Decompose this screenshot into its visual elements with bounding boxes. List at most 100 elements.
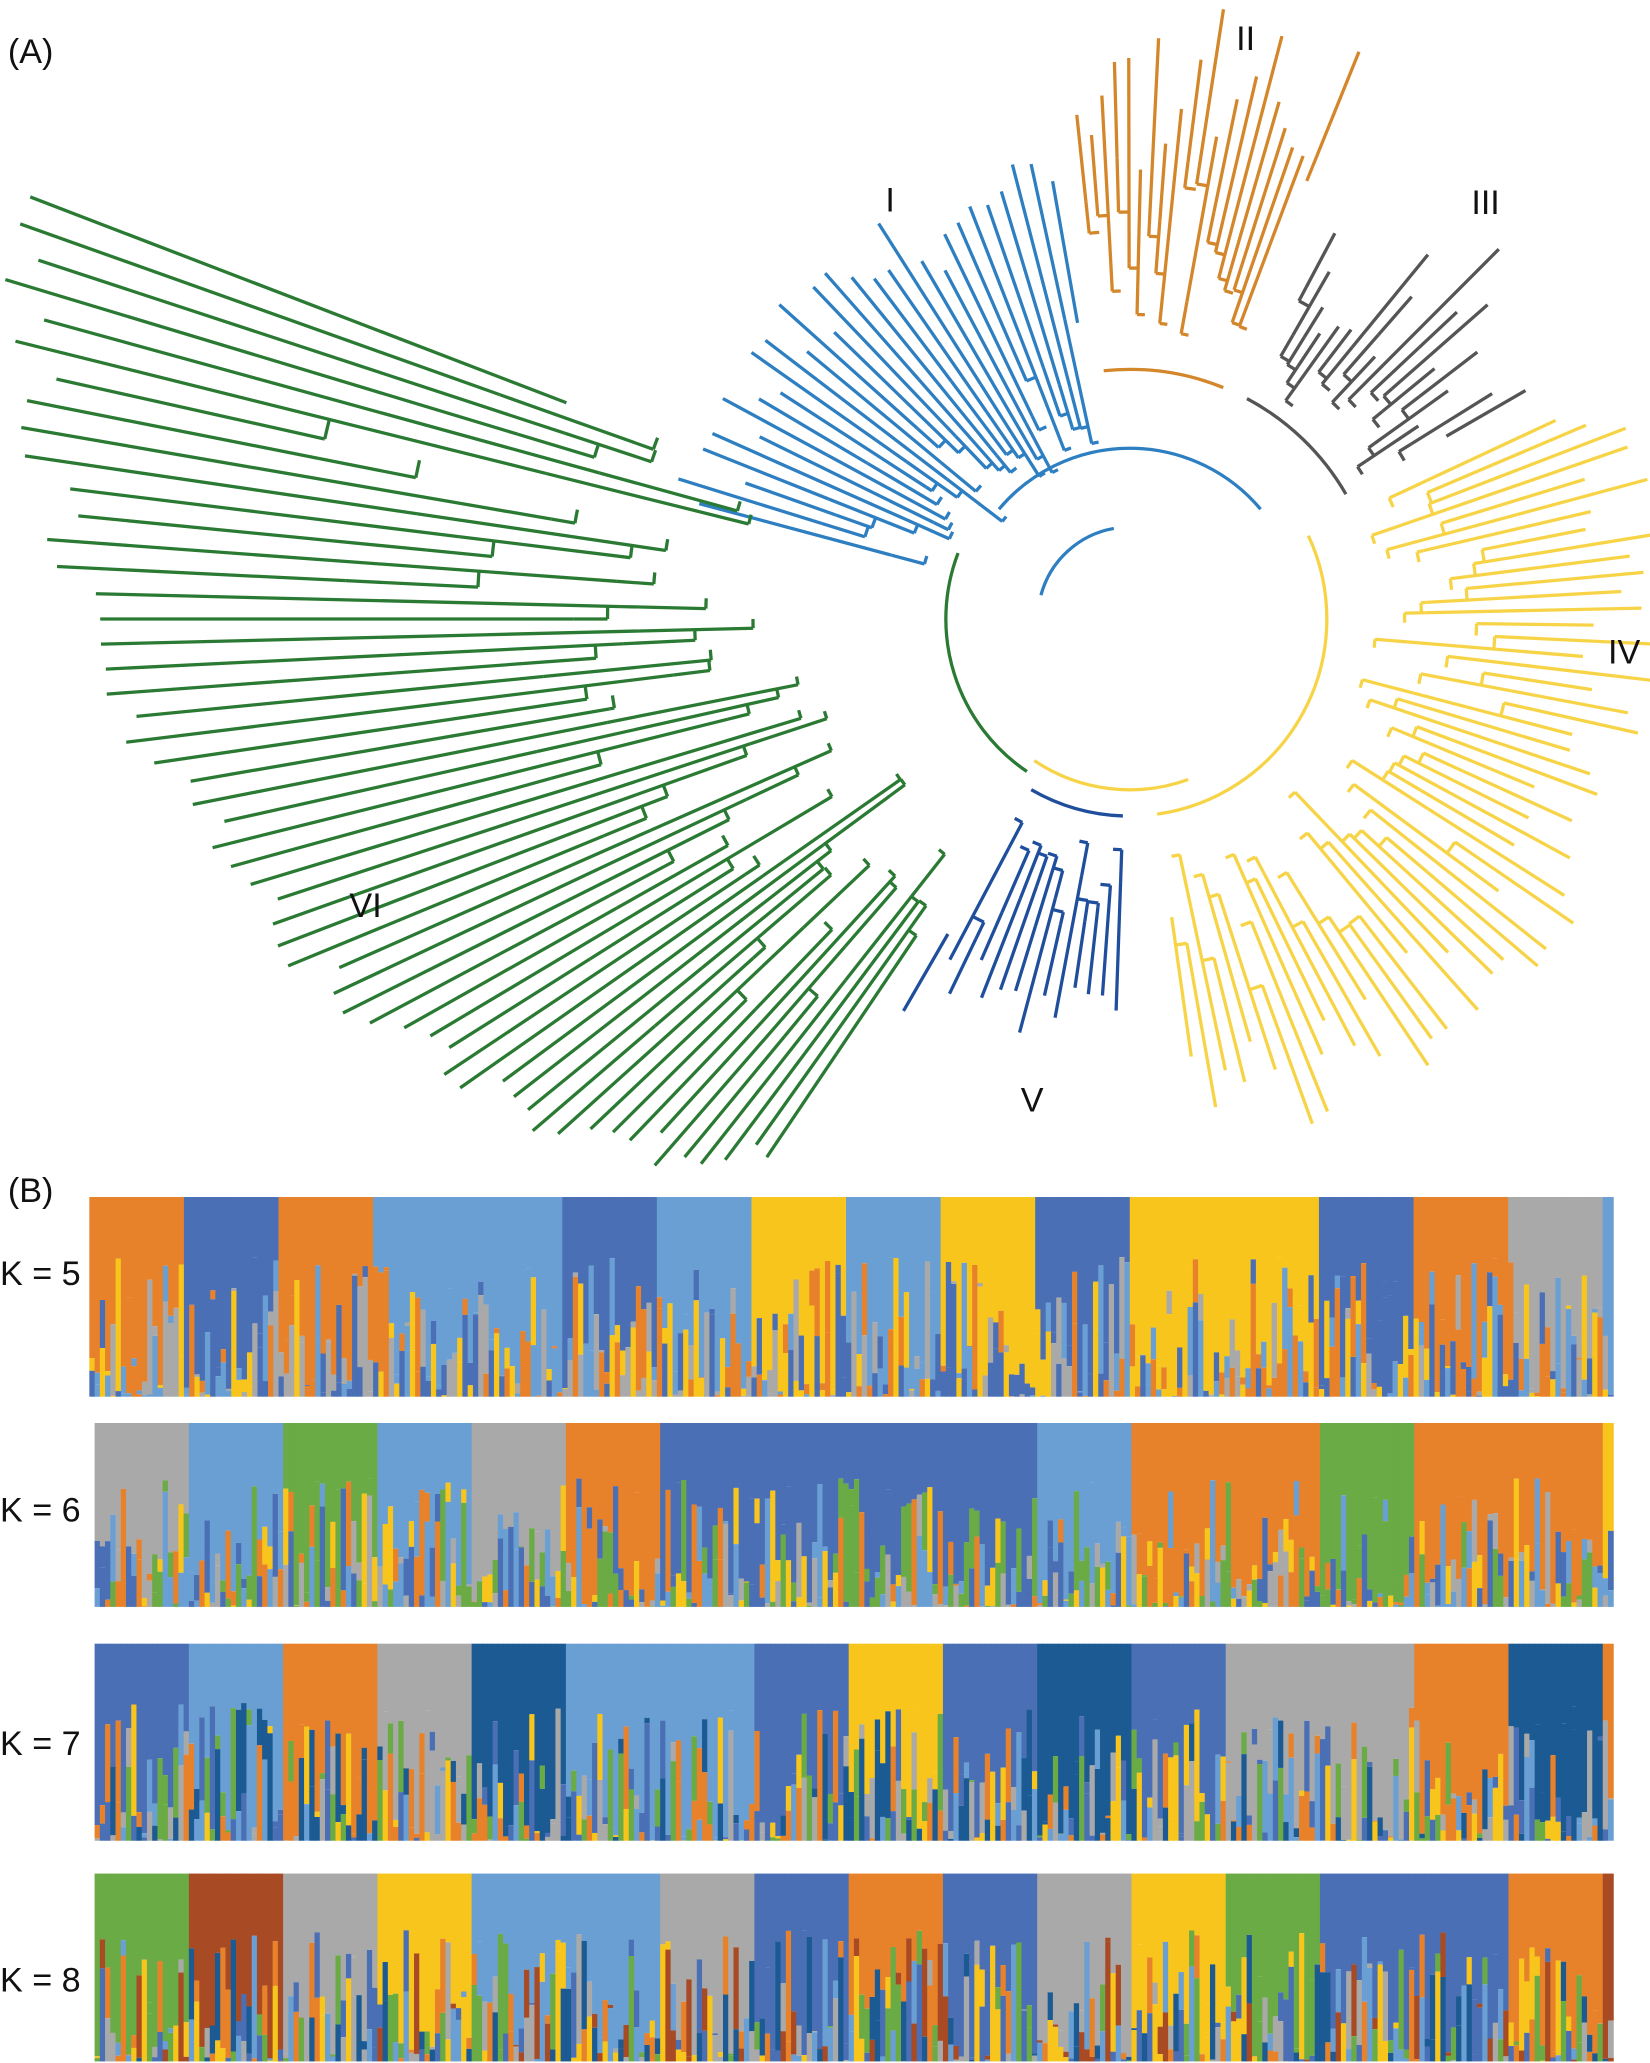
k-label: K = 7 — [0, 1725, 81, 1763]
ancestry-segment — [995, 2009, 1002, 2062]
ancestry-segment — [503, 1943, 509, 2034]
ancestry-segment — [277, 1422, 284, 1532]
ancestry-segment — [738, 2048, 745, 2062]
ancestry-segment — [1508, 2022, 1515, 2047]
ancestry-segment — [1393, 2028, 1400, 2062]
ancestry-segment — [717, 1422, 724, 1508]
ancestry-segment — [152, 1197, 159, 1327]
ancestry-segment — [743, 2036, 750, 2062]
branch-arc — [1171, 853, 1181, 858]
ancestry-segment — [539, 1643, 546, 1766]
ancestry-segment — [520, 1331, 527, 1397]
ancestry-segment — [1503, 1805, 1510, 1820]
ancestry-segment — [646, 1302, 653, 1352]
branch — [1386, 538, 1424, 552]
ancestry-segment — [1388, 1576, 1394, 1596]
ancestry-segment — [670, 1422, 677, 1576]
ancestry-segment — [346, 1197, 353, 1381]
ancestry-segment — [162, 1873, 169, 2042]
ancestry-segment — [974, 1837, 981, 1839]
ancestry-segment — [1309, 1556, 1316, 1571]
branch — [1262, 871, 1357, 1047]
ancestry-segment — [916, 1706, 923, 1829]
ancestry-segment — [717, 1717, 724, 1804]
ancestry-segment — [1413, 1331, 1420, 1397]
branch — [1010, 164, 1072, 388]
ancestry-segment — [613, 1643, 619, 1836]
ancestry-segment — [1445, 1742, 1452, 1805]
ancestry-segment — [183, 1643, 190, 1732]
ancestry-segment — [330, 1422, 336, 1522]
ancestry-segment — [1429, 1271, 1436, 1305]
ancestry-segment — [1388, 1837, 1394, 1841]
ancestry-segment — [288, 1954, 295, 1997]
ancestry-segment — [340, 1805, 347, 1815]
ancestry-segment — [414, 1643, 420, 1834]
ancestry-segment — [874, 1873, 881, 1970]
ancestry-segment — [356, 1814, 363, 1841]
ancestry-segment — [681, 1873, 687, 2002]
ancestry-segment — [770, 2049, 776, 2062]
ancestry-segment — [1314, 1586, 1321, 1592]
ancestry-segment — [984, 1753, 991, 1820]
ancestry-segment — [487, 1602, 494, 1607]
ancestry-segment — [1440, 1873, 1447, 1933]
ancestry-segment — [644, 1873, 651, 2034]
ancestry-segment — [1011, 2058, 1017, 2062]
ancestry-segment — [670, 2030, 677, 2062]
ancestry-segment — [504, 1347, 511, 1369]
ancestry-segment — [1355, 1324, 1362, 1397]
ancestry-segment — [1571, 1602, 1578, 1607]
ancestry-segment — [235, 1643, 242, 1710]
branch-arc — [1331, 401, 1341, 411]
ancestry-segment — [586, 1873, 593, 1982]
ancestry-segment — [529, 1714, 535, 1761]
ancestry-segment — [351, 1521, 357, 1574]
ancestry-segment — [220, 1362, 227, 1397]
branch — [1212, 957, 1226, 998]
ancestry-segment — [1581, 1873, 1588, 1997]
ancestry-segment — [1393, 1758, 1400, 1776]
ancestry-segment — [1413, 1318, 1420, 1332]
ancestry-segment — [1602, 1422, 1609, 1579]
ancestry-segment — [576, 1873, 583, 1935]
ancestry-segment — [277, 1873, 284, 2050]
ancestry-segment — [298, 1562, 305, 1607]
ancestry-segment — [1199, 1643, 1206, 1794]
ancestry-segment — [455, 1595, 462, 1607]
ancestry-segment — [162, 2041, 169, 2050]
ancestry-segment — [105, 1422, 111, 1542]
ancestry-segment — [709, 1314, 716, 1397]
ancestry-segment — [1245, 1368, 1252, 1389]
ancestry-segment — [1272, 2051, 1279, 2062]
ancestry-segment — [445, 1422, 452, 1483]
ancestry-segment — [1503, 1597, 1510, 1607]
ancestry-segment — [235, 1422, 242, 1543]
ancestry-segment — [1050, 1343, 1057, 1397]
ancestry-segment — [1309, 2055, 1316, 2062]
ancestry-segment — [1173, 1755, 1180, 1841]
branch-arc — [1372, 639, 1377, 648]
branch — [659, 959, 820, 1134]
ancestry-segment — [319, 1873, 326, 1997]
ancestry-segment — [1351, 1643, 1358, 1723]
ancestry-segment — [315, 1197, 322, 1266]
branch — [1232, 853, 1268, 928]
ancestry-segment — [1502, 1374, 1509, 1387]
ancestry-segment — [1592, 1312, 1598, 1397]
ancestry-segment — [1257, 1578, 1263, 1601]
ancestry-segment — [560, 1835, 567, 1841]
ancestry-segment — [719, 1197, 726, 1269]
ancestry-segment — [777, 1391, 784, 1395]
ancestry-segment — [251, 1483, 258, 1487]
ancestry-segment — [1178, 1836, 1185, 1841]
branch-arc — [1448, 578, 1454, 590]
ancestry-segment — [555, 1571, 562, 1599]
ancestry-segment — [1068, 1593, 1075, 1607]
branch — [250, 744, 709, 886]
ancestry-segment — [1257, 1643, 1263, 1760]
ancestry-segment — [672, 1197, 679, 1372]
ancestry-segment — [639, 1602, 645, 1607]
ancestry-segment — [1005, 1589, 1012, 1605]
branch-arc — [1291, 919, 1304, 929]
